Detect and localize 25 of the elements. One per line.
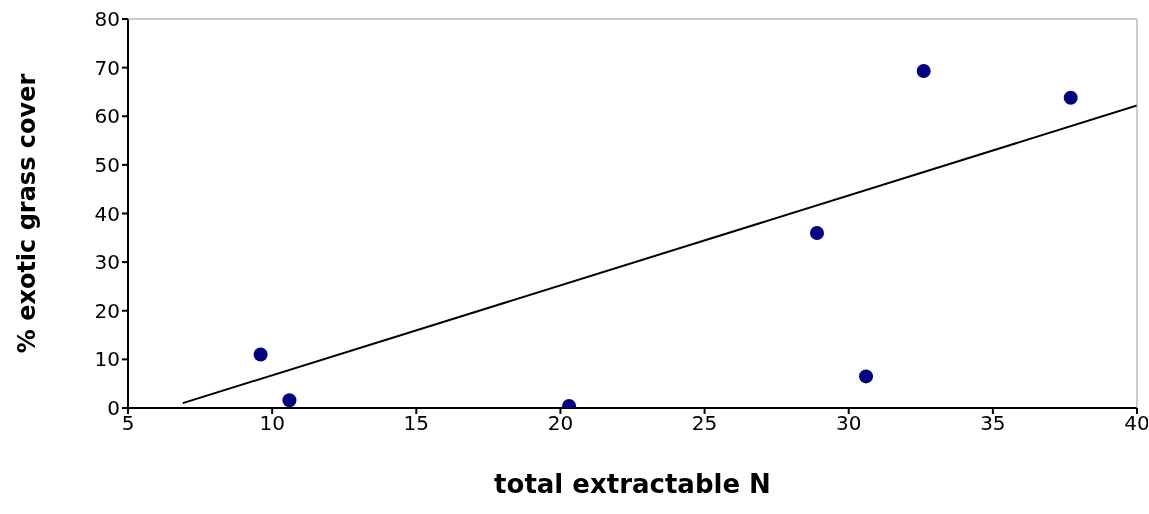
- y-tick-label: 60: [94, 104, 120, 129]
- x-tick-label: 40: [1124, 411, 1149, 436]
- point: [282, 393, 297, 408]
- x-tick-label: 25: [691, 411, 718, 436]
- y-tick-label: 20: [94, 298, 120, 323]
- x-tick-label: 15: [403, 411, 430, 436]
- y-tick-label: 30: [94, 250, 120, 275]
- x-tick-label: 30: [835, 411, 862, 436]
- x-tick-label: 20: [547, 411, 574, 436]
- point: [859, 369, 874, 384]
- y-tick-label: 50: [94, 152, 120, 177]
- y-tick-label: 40: [94, 201, 120, 226]
- point: [1063, 90, 1078, 105]
- y-tick-label: 0: [107, 396, 120, 421]
- x-tick-label: 10: [259, 411, 285, 436]
- y-tick-label: 70: [94, 55, 120, 80]
- point: [916, 64, 931, 79]
- y-axis-title: % exotic grass cover: [12, 73, 41, 354]
- point: [253, 347, 268, 362]
- point: [810, 225, 824, 240]
- x-tick-label: 35: [980, 411, 1006, 436]
- x-axis-title: total extractable N: [494, 469, 771, 499]
- x-tick-label: 5: [121, 411, 135, 436]
- y-tick-label: 10: [94, 347, 120, 372]
- y-tick-label: 80: [94, 7, 120, 32]
